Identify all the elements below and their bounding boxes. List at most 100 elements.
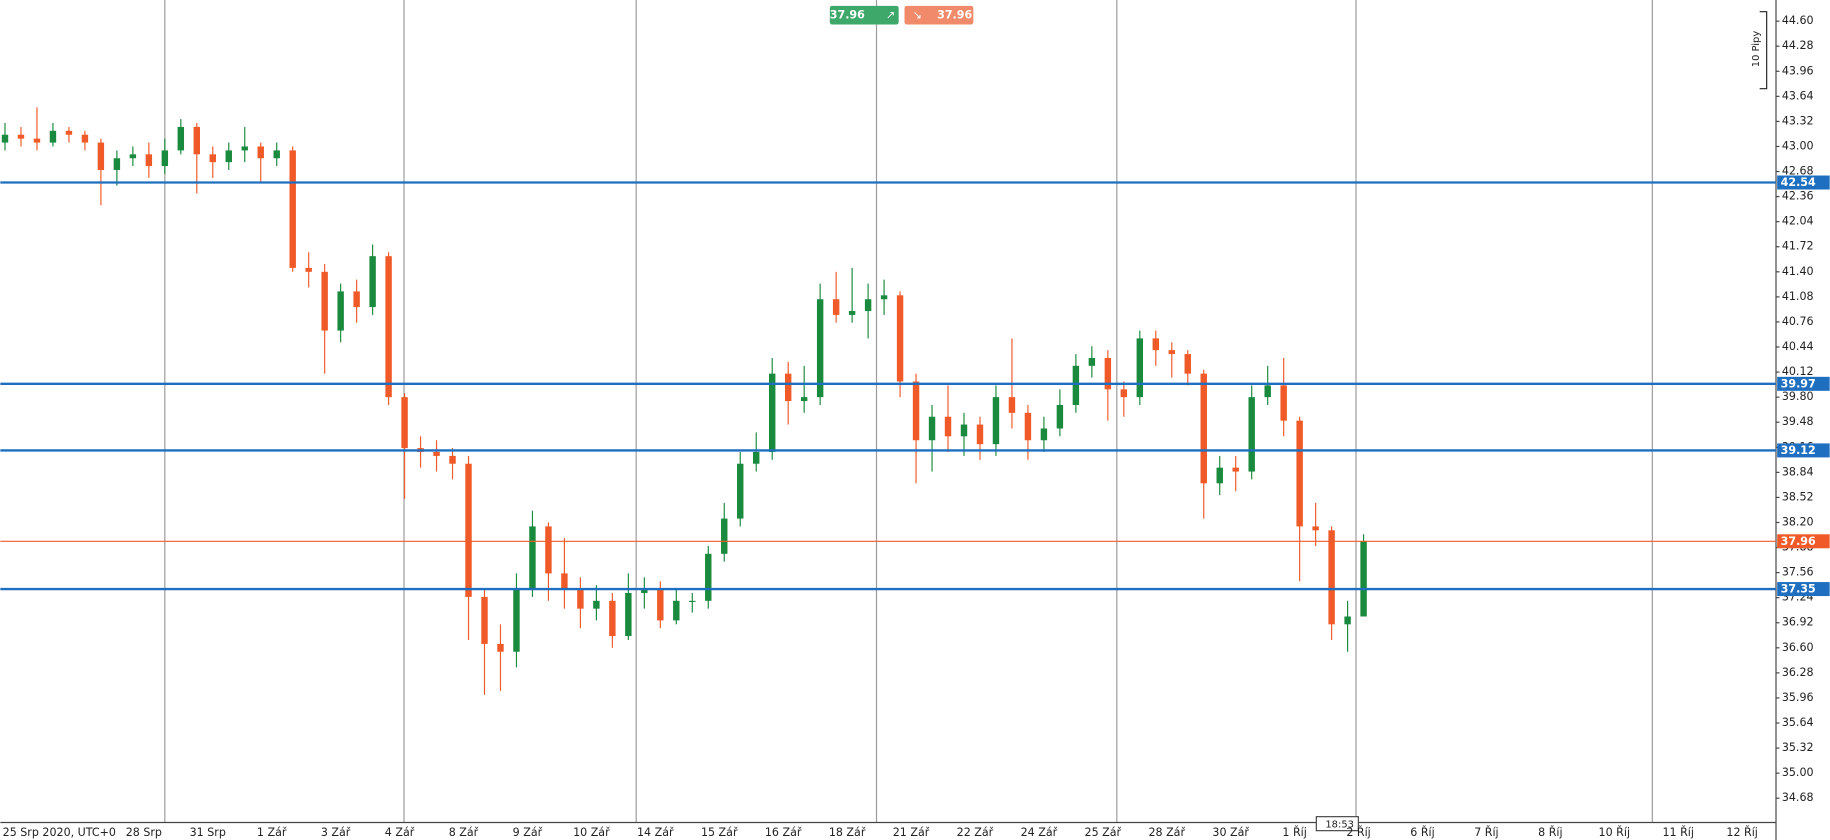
x-tick-label: 4 Zář (385, 826, 415, 839)
candle-body (1008, 397, 1016, 413)
y-tick-label: 39.48 (1782, 415, 1814, 428)
candle-body (1360, 541, 1367, 617)
candle-body (992, 397, 1000, 445)
y-tick-label: 40.76 (1782, 315, 1814, 328)
buy-button[interactable] (829, 5, 899, 25)
candle-body (1312, 526, 1319, 531)
candle-body (241, 146, 248, 151)
y-tick-label: 35.00 (1782, 766, 1814, 779)
y-tick-label: 36.60 (1782, 641, 1814, 654)
quote-buttons[interactable]: 37.96 ↗ ↘ 37.96 (829, 5, 974, 25)
candle-body (737, 463, 744, 519)
y-tick-label: 38.52 (1782, 490, 1814, 503)
candle-body (513, 589, 520, 652)
candle-body (433, 451, 440, 456)
x-tick-label: 10 Zář (573, 826, 610, 839)
candle-body (1328, 530, 1335, 625)
level-tag (1777, 582, 1830, 597)
candle-body (1200, 373, 1207, 484)
y-tick-label: 36.28 (1782, 666, 1814, 679)
x-tick-label: 15 Zář (701, 826, 738, 839)
x-tick-label: 31 Srp (190, 826, 226, 839)
candle-body (113, 158, 121, 170)
candle-body (1168, 350, 1175, 355)
candle-body (768, 373, 776, 452)
y-tick-label: 40.44 (1782, 340, 1814, 353)
x-tick-label: 9 Zář (513, 826, 543, 839)
x-tick-label: 8 Zář (449, 826, 479, 839)
buy-arrow: ↗ (886, 9, 895, 22)
x-tick-label: 28 Srp (126, 826, 162, 839)
candle-body (960, 424, 968, 437)
candle-body (129, 154, 137, 159)
y-tick-label: 43.96 (1782, 64, 1814, 77)
candle-body (1216, 467, 1223, 484)
candle-body (481, 596, 488, 644)
x-tick-label: 2 Říj (1346, 826, 1370, 839)
candle-body (864, 299, 872, 311)
y-tick-label: 43.64 (1782, 89, 1814, 102)
candle-body (193, 126, 201, 155)
candle-body (1136, 338, 1144, 398)
x-tick-label: 8 Říj (1538, 826, 1562, 839)
x-tick-label: 1 Říj (1282, 826, 1306, 839)
candle-body (81, 134, 89, 143)
x-tick-label: 28 Zář (1148, 826, 1185, 839)
y-tick-label: 42.36 (1782, 190, 1814, 203)
buy-price: 37.96 (830, 9, 865, 22)
candle-body (65, 130, 73, 135)
candle-body (896, 295, 904, 382)
y-tick-label: 43.32 (1782, 114, 1814, 127)
candle-body (1152, 338, 1160, 351)
candle-body (784, 373, 792, 402)
sell-price: 37.96 (937, 9, 972, 22)
candle-body (1120, 389, 1128, 398)
candle-body (305, 267, 312, 272)
candle-body (673, 600, 680, 621)
candle-body (321, 271, 328, 331)
candle-body (1088, 357, 1096, 366)
candle-body (705, 553, 712, 601)
scale-label: 10 Pipy (1751, 31, 1762, 68)
level-tag (1777, 376, 1830, 391)
candle-body (49, 130, 57, 143)
y-tick-label: 37.56 (1782, 566, 1814, 579)
candle-body (753, 451, 760, 464)
candle-body (545, 526, 552, 574)
level-label: 39.12 (1781, 444, 1816, 457)
y-tick-label: 41.40 (1782, 265, 1814, 278)
level-tag (1777, 175, 1830, 190)
x-tick-label: 30 Zář (1212, 826, 1249, 839)
candle-body (577, 589, 584, 609)
y-tick-label: 43.00 (1782, 139, 1814, 152)
candle-body (1040, 428, 1048, 441)
y-tick-label: 35.64 (1782, 716, 1814, 729)
sell-button[interactable] (904, 5, 974, 25)
candle-body (1184, 354, 1191, 374)
candle-body (385, 256, 392, 398)
sell-arrow: ↘ (913, 9, 922, 22)
time-box (1315, 816, 1359, 832)
x-tick-label: 14 Zář (637, 826, 674, 839)
candle-body (1344, 616, 1351, 625)
candle-body (1264, 385, 1271, 398)
x-tick-label: 25 Zář (1085, 826, 1122, 839)
candle-body (1280, 385, 1287, 421)
candle-body (1, 134, 9, 143)
candle-body (465, 463, 472, 597)
candle-body (289, 150, 296, 268)
candle-body (273, 150, 280, 159)
candle-body (816, 299, 824, 398)
candle-body (353, 291, 360, 308)
y-tick-label: 40.12 (1782, 365, 1814, 378)
x-tick-label: 11 Říj (1662, 826, 1693, 839)
candle-body (1232, 467, 1239, 472)
y-tick-label: 34.68 (1782, 791, 1814, 804)
candle-body (848, 310, 856, 315)
x-tick-label: 10 Říj (1599, 826, 1630, 839)
candle-body (944, 416, 952, 437)
x-tick-label: 3 Zář (321, 826, 351, 839)
x-tick-label: 6 Říj (1410, 826, 1434, 839)
